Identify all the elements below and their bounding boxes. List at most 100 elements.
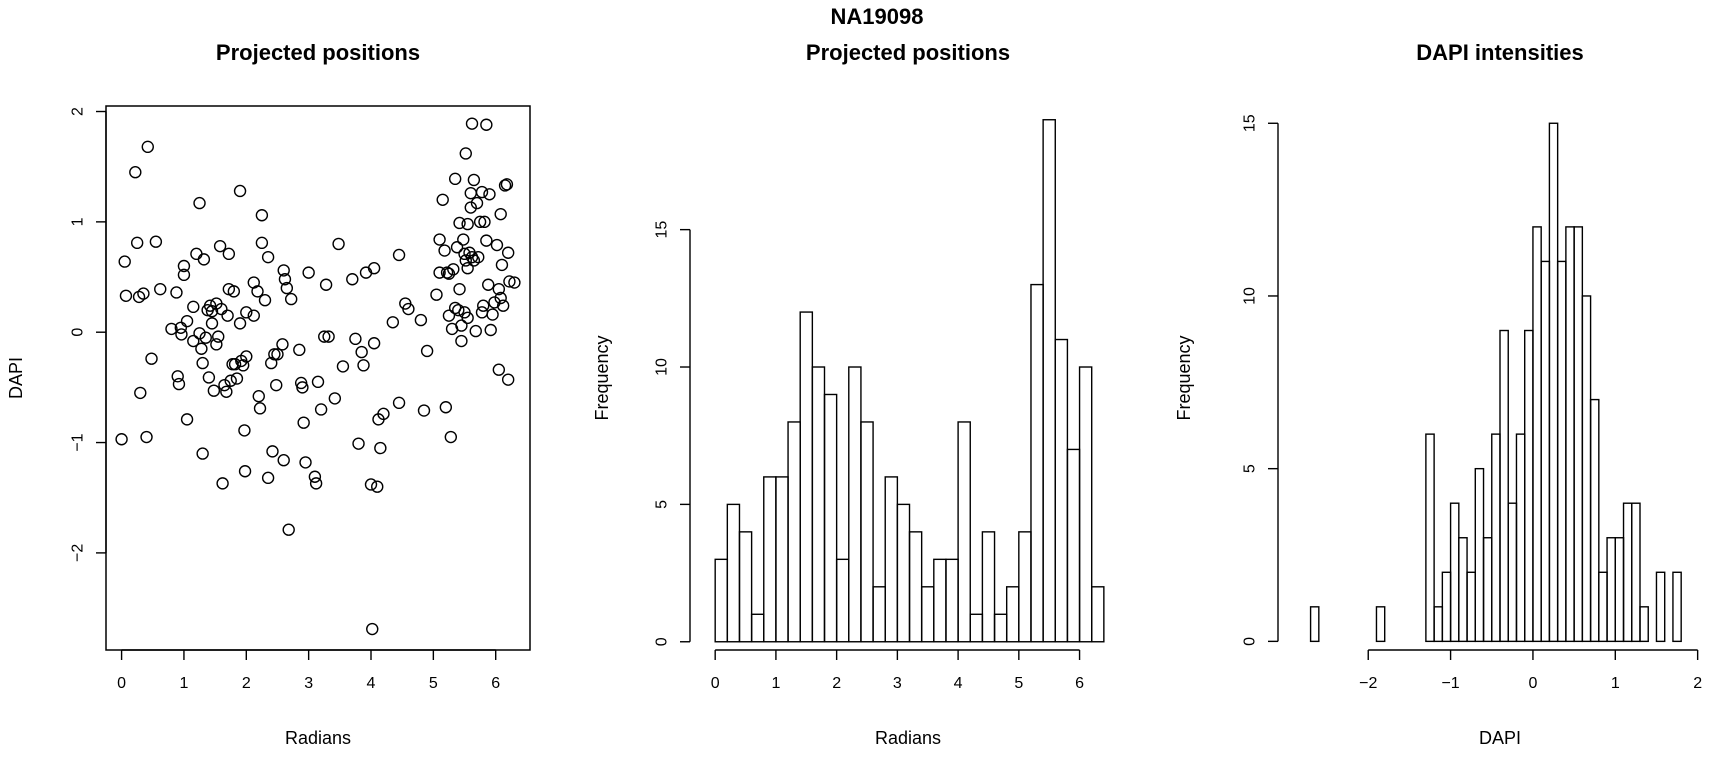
data-point [473,215,487,229]
data-point [367,337,381,350]
data-point [309,477,323,490]
y-tick-label: −2 [70,544,87,562]
histogram-bar [1491,433,1501,643]
data-point [346,273,359,286]
data-point [430,288,443,301]
data-point [170,286,183,299]
data-point [442,267,456,280]
data-point [215,302,228,316]
histogram-bar [1474,467,1485,643]
histogram-bar [872,586,886,643]
data-point [266,445,279,458]
data-point [227,285,241,298]
panel-title: Projected positions [806,40,1010,65]
data-point [240,350,253,363]
data-point [480,234,493,247]
histogram-bar [714,558,729,643]
x-axis-label: DAPI [1479,728,1521,748]
histogram-bar [823,393,838,643]
x-axis-label: Radians [875,728,941,748]
histogram-bar [1581,295,1592,643]
histogram-bar [981,531,996,643]
data-point [442,309,456,322]
data-point [240,306,253,319]
data-point [137,287,150,300]
histogram-bar [835,558,850,643]
data-point [459,147,472,160]
data-point [480,118,493,131]
data-point [174,321,188,334]
data-point [197,253,211,266]
data-point [439,401,453,414]
data-point [277,454,290,467]
x-tick-label: 2 [832,675,841,692]
histogram-bar [1639,606,1649,643]
data-point [482,278,495,291]
data-point [265,356,278,370]
x-tick-label: 1 [179,675,188,692]
data-point [299,456,312,469]
data-point [501,246,515,259]
x-tick-label: 0 [117,675,126,692]
data-point [461,311,474,325]
histogram-bar [1548,122,1559,643]
histogram-bar [1532,226,1542,643]
data-point [402,302,415,316]
data-point [447,263,460,276]
data-point [336,360,350,373]
data-point [293,343,306,357]
x-tick-label: −1 [1441,675,1459,692]
histogram-bar [1499,329,1509,643]
histogram-bar [763,476,777,643]
data-point [477,299,490,312]
data-point [458,247,471,261]
data-point [484,323,497,337]
x-tick-label: 2 [242,675,251,692]
data-point [207,384,221,397]
data-point [508,276,521,289]
y-tick-label: 5 [1242,464,1259,473]
data-point [318,330,331,343]
data-point [228,358,242,371]
y-tick-label: 15 [654,221,671,239]
data-point [461,217,474,231]
data-point [377,407,390,421]
data-point [495,258,509,272]
data-point [187,334,200,348]
data-point [297,416,310,429]
histogram-bar [957,421,971,643]
data-point [284,292,298,306]
data-point [238,465,252,478]
data-point [501,373,515,386]
data-point [319,278,333,291]
data-point [417,404,431,417]
data-point [282,523,295,536]
data-point [455,334,468,348]
data-point [203,299,217,312]
data-point [278,273,292,286]
x-tick-label: 1 [1611,675,1620,692]
data-point [202,371,216,384]
histogram-bar [933,558,947,643]
data-point [308,470,322,483]
data-point [115,433,128,446]
histogram-bar [1614,537,1625,643]
data-point [433,233,446,246]
data-point [332,237,345,251]
data-point [271,348,284,361]
data-point [251,285,264,298]
data-point [366,622,379,636]
y-tick-label: 10 [654,358,671,376]
histogram-bar [1524,329,1534,643]
data-point [177,268,191,282]
histogram-bar [920,586,935,643]
y-tick-label: 0 [654,637,671,646]
data-point [130,236,144,250]
histogram-bar [1030,283,1044,643]
histogram-bar [726,503,741,643]
data-point [496,299,510,312]
histogram-bar [1540,260,1551,643]
data-point [371,480,384,493]
x-tick-label: 6 [1075,675,1084,692]
